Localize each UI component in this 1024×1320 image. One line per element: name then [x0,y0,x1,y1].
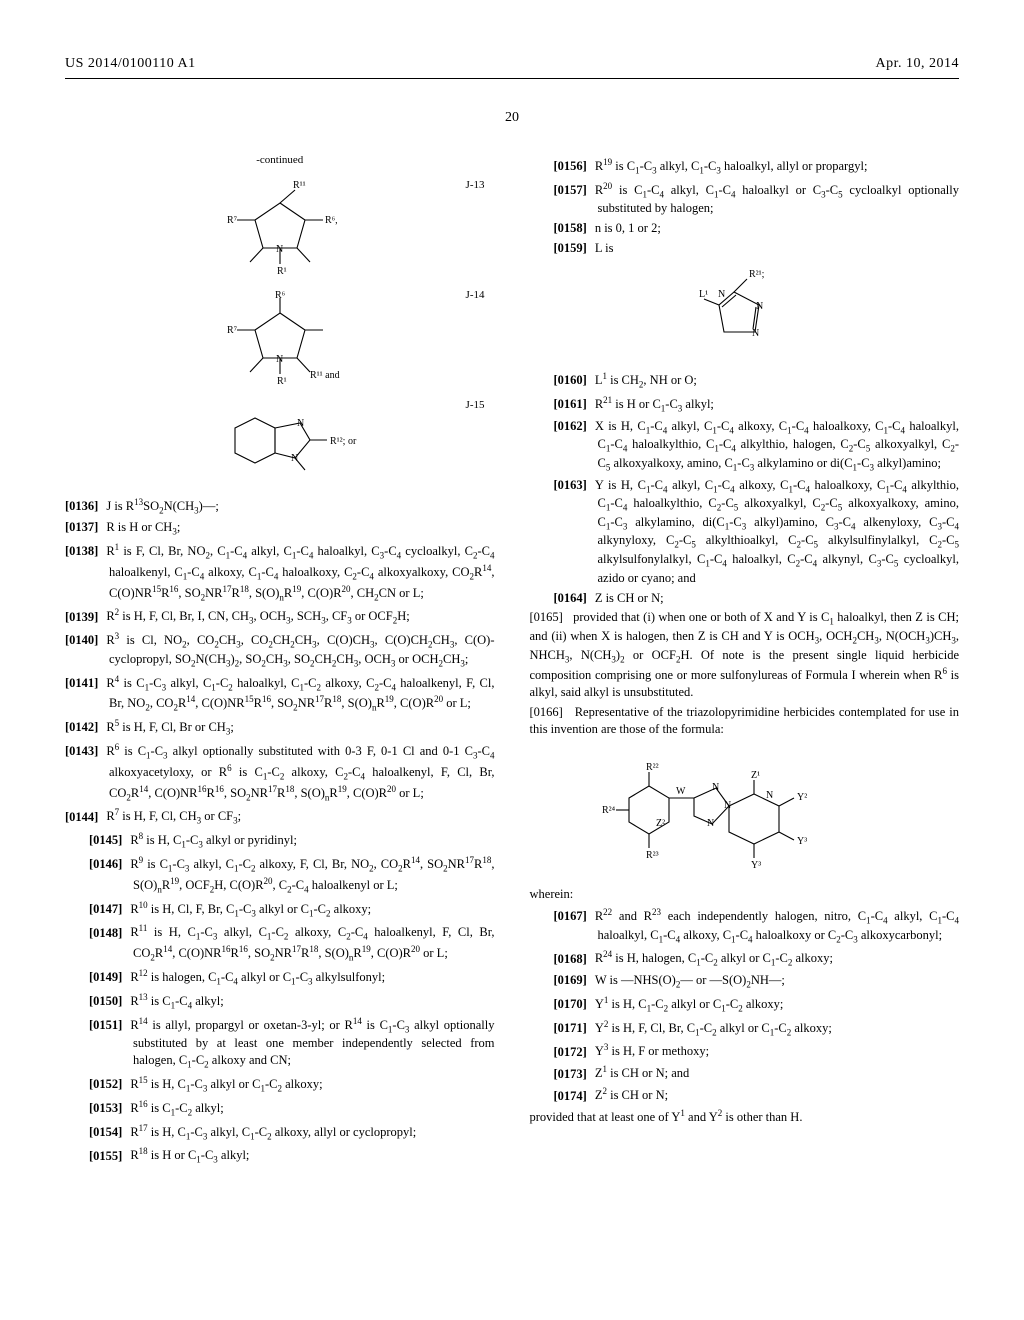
svg-text:Y³: Y³ [751,860,761,871]
svg-text:N: N [752,328,759,339]
right-plain-paragraphs: [0165] provided that (i) when one or bot… [530,609,960,738]
paragraph: [0139]R2 is H, F, Cl, Br, I, CN, CH3, OC… [65,606,495,627]
paragraph: [0153]R16 is C1-C2 alkyl; [65,1098,495,1119]
paragraph: [0148]R11 is H, C1-C3 alkyl, C1-C2 alkox… [65,922,495,964]
paragraph: [0137]R is H or CH3; [65,519,495,538]
svg-text:N: N [297,418,304,429]
structure-l: N N N L¹ R²¹; [530,267,960,362]
left-column: -continued J-13 N R¹¹ R⁶, R⁷ R¹ J-14 [65,153,495,1169]
paragraph: [0152]R15 is H, C1-C3 alkyl or C1-C2 alk… [65,1074,495,1095]
structure-j14: J-14 N R⁶ R¹¹ and R⁷ R¹ [65,288,495,388]
paragraph: [0162]X is H, C1-C4 alkyl, C1-C4 alkoxy,… [530,418,960,474]
svg-text:R²⁴: R²⁴ [602,805,616,816]
paragraph: [0159]L is [530,240,960,257]
page-number: 20 [65,109,959,128]
content-columns: -continued J-13 N R¹¹ R⁶, R⁷ R¹ J-14 [65,153,959,1169]
svg-text:L¹: L¹ [699,289,708,300]
svg-text:R⁶,: R⁶, [325,215,338,226]
page-header: US 2014/0100110 A1 Apr. 10, 2014 [65,55,959,79]
left-paragraphs-indent2: [0145]R8 is H, C1-C3 alkyl or pyridinyl;… [65,830,495,1166]
paragraph: [0172]Y3 is H, F or methoxy; [530,1041,960,1060]
svg-text:Z²: Z² [656,818,665,829]
svg-text:R¹¹: R¹¹ [293,180,306,191]
svg-text:R⁷: R⁷ [227,325,238,336]
paragraph: [0151]R14 is allyl, propargyl or oxetan-… [65,1015,495,1071]
paragraph: [0150]R13 is C1-C4 alkyl; [65,991,495,1012]
paragraph: [0155]R18 is H or C1-C3 alkyl; [65,1145,495,1166]
paragraph: [0144]R7 is H, F, Cl, CH3 or CF3; [65,806,495,827]
right-column: [0156]R19 is C1-C3 alkyl, C1-C3 haloalky… [530,153,960,1169]
svg-text:Y²: Y² [797,792,807,803]
svg-text:N: N [718,289,725,300]
paragraph: [0147]R10 is H, Cl, F, Br, C1-C3 alkyl o… [65,899,495,920]
paragraph: [0171]Y2 is H, F, Cl, Br, C1-C2 alkyl or… [530,1018,960,1039]
svg-text:R¹¹ and: R¹¹ and [310,370,340,381]
svg-text:R²¹;: R²¹; [749,269,765,280]
svg-text:R²³: R²³ [646,850,659,861]
svg-text:R¹²; or: R¹²; or [330,436,357,447]
paragraph: [0156]R19 is C1-C3 alkyl, C1-C3 haloalky… [530,156,960,177]
paragraph: [0142]R5 is H, F, Cl, Br or CH3; [65,717,495,738]
patent-date: Apr. 10, 2014 [876,55,960,74]
paragraph: [0173]Z1 is CH or N; and [530,1063,960,1082]
wherein-label: wherein: [530,886,960,903]
svg-text:N: N [766,790,773,801]
svg-text:W: W [676,786,686,797]
patent-number: US 2014/0100110 A1 [65,55,196,74]
svg-text:Z¹: Z¹ [751,770,760,781]
svg-text:R¹: R¹ [277,376,287,387]
svg-text:R⁷: R⁷ [227,215,238,226]
paragraph: [0167]R22 and R23 each independently hal… [530,906,960,945]
svg-text:N: N [291,453,298,464]
paragraph: [0160]L1 is CH2, NH or O; [530,370,960,391]
paragraph: [0166] Representative of the triazolopyr… [530,704,960,738]
right-paragraphs-bottom: [0167]R22 and R23 each independently hal… [530,906,960,1105]
right-paragraphs-mid: [0160]L1 is CH2, NH or O; [0161]R21 is H … [530,370,960,606]
svg-text:N: N [276,244,283,255]
paragraph: [0164]Z is CH or N; [530,590,960,607]
paragraph: [0140]R3 is Cl, NO2, CO2CH3, CO2CH2CH3, … [65,630,495,669]
svg-text:R¹: R¹ [277,266,287,277]
paragraph: [0149]R12 is halogen, C1-C4 alkyl or C1-… [65,967,495,988]
svg-text:R²²: R²² [646,762,659,773]
paragraph: [0157]R20 is C1-C4 alkyl, C1-C4 haloalky… [530,180,960,218]
paragraph: [0145]R8 is H, C1-C3 alkyl or pyridinyl; [65,830,495,851]
svg-text:Y³: Y³ [797,836,807,847]
structure-triazolopyrimidine: R²² R²³ R²⁴ Z² W N N N N Z¹ Y² [530,748,960,878]
paragraph: [0141]R4 is C1-C3 alkyl, C1-C2 haloalkyl… [65,673,495,715]
paragraph: [0169]W is —NHS(O)2— or —S(O)2NH—; [530,972,960,991]
svg-text:N: N [707,818,714,829]
paragraph: [0143]R6 is C1-C3 alkyl optionally subst… [65,741,495,803]
svg-text:N: N [756,301,763,312]
svg-text:N: N [712,782,719,793]
svg-text:N: N [276,354,283,365]
left-paragraphs: [0136]J is R13SO2N(CH3)—; [0137]R is H or… [65,496,495,828]
paragraph: [0163]Y is H, C1-C4 alkyl, C1-C4 alkoxy,… [530,477,960,587]
structure-j15: J-15 N N R¹²; or [65,398,495,488]
paragraph: [0170]Y1 is H, C1-C2 alkyl or C1-C2 alko… [530,994,960,1015]
paragraph: [0161]R21 is H or C1-C3 alkyl; [530,394,960,415]
svg-text:R⁶: R⁶ [275,290,286,301]
continued-label: -continued [65,153,495,168]
paragraph: [0174]Z2 is CH or N; [530,1085,960,1104]
right-paragraphs-top: [0156]R19 is C1-C3 alkyl, C1-C3 haloalky… [530,156,960,257]
paragraph: [0138]R1 is F, Cl, Br, NO2, C1-C4 alkyl,… [65,541,495,603]
final-proviso: provided that at least one of Y1 and Y2 … [530,1107,960,1126]
paragraph: [0146]R9 is C1-C3 alkyl, C1-C2 alkoxy, F… [65,854,495,896]
paragraph: [0165] provided that (i) when one or bot… [530,609,960,701]
structure-j13: J-13 N R¹¹ R⁶, R⁷ R¹ [65,178,495,278]
paragraph: [0158]n is 0, 1 or 2; [530,220,960,237]
paragraph: [0168]R24 is H, halogen, C1-C2 alkyl or … [530,948,960,969]
paragraph: [0136]J is R13SO2N(CH3)—; [65,496,495,517]
paragraph: [0154]R17 is H, C1-C3 alkyl, C1-C2 alkox… [65,1122,495,1143]
